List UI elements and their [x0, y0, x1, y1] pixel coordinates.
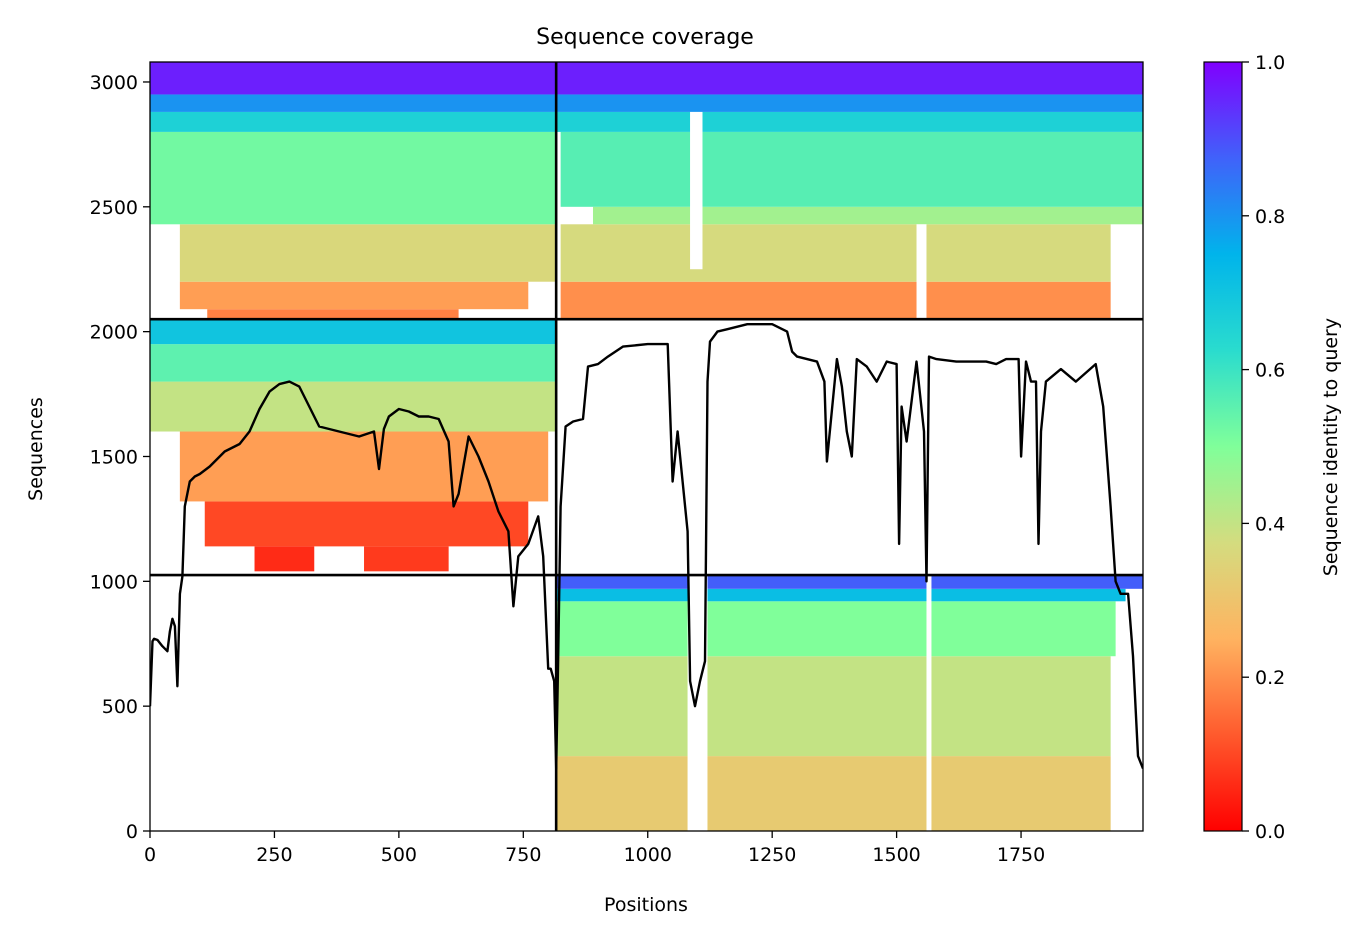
coverage-band	[254, 546, 315, 572]
coverage-band	[207, 309, 459, 320]
coverage-band	[150, 94, 557, 112]
coverage-band	[592, 206, 1143, 225]
coverage-line	[150, 323, 1143, 770]
coverage-band	[150, 344, 557, 382]
colorbar-tick-label: 0.2	[1255, 667, 1285, 689]
coverage-band	[179, 431, 549, 502]
colorbar-tick-label: 0.8	[1255, 206, 1285, 228]
plot-frame	[149, 61, 1144, 832]
x-tick-label: 1000	[624, 844, 672, 866]
y-tick-label: 1500	[90, 446, 138, 468]
block-right-lower	[556, 575, 1143, 831]
y-axis-label: Sequences	[25, 397, 47, 501]
y-tick-label: 1000	[90, 571, 138, 593]
y-tick-label: 2500	[90, 197, 138, 219]
coverage-band	[150, 111, 557, 132]
segment-dividers	[150, 62, 1143, 831]
chart-title: Sequence coverage	[536, 25, 754, 50]
coverage-gap	[690, 111, 703, 270]
coverage-gap	[687, 575, 708, 831]
x-axis-label: Positions	[604, 894, 688, 916]
y-tick-label: 0	[126, 821, 138, 843]
coverage-band	[179, 224, 557, 282]
x-tick-label: 750	[505, 844, 541, 866]
block-left-middle	[150, 319, 557, 572]
coverage-band	[204, 501, 529, 547]
x-tick-label: 250	[256, 844, 292, 866]
colorbar-tick-label: 0.4	[1255, 513, 1285, 535]
coverage-band	[560, 131, 1143, 207]
colorbar-tick-label: 0.6	[1255, 360, 1285, 382]
coverage-band	[556, 601, 1116, 657]
x-tick-label: 1500	[872, 844, 920, 866]
y-tick-label: 2000	[90, 322, 138, 344]
colorbar-ticks: 0.0 0.2 0.4 0.6 0.8 1.0	[1242, 52, 1285, 843]
coverage-band	[150, 62, 557, 95]
coverage-band	[556, 575, 1143, 589]
x-tick-label: 0	[144, 844, 156, 866]
coverage-line-group	[150, 323, 1143, 770]
y-tick-label: 500	[102, 696, 138, 718]
y-axis-ticks: 0 500 1000 1500 2000 2500 3000	[90, 72, 150, 843]
x-tick-label: 1750	[997, 844, 1045, 866]
y-tick-label: 3000	[90, 72, 138, 94]
colorbar-tick-label: 1.0	[1255, 52, 1285, 74]
coverage-gap	[916, 224, 927, 320]
x-tick-label: 500	[381, 844, 417, 866]
coverage-band	[556, 656, 1111, 757]
x-tick-label: 1250	[748, 844, 796, 866]
colorbar-label: Sequence identity to query	[1320, 318, 1342, 576]
coverage-heatmap	[150, 62, 1143, 831]
coverage-band	[556, 756, 1111, 831]
block-left-upper	[150, 62, 557, 320]
coverage-gaps	[687, 111, 932, 831]
coverage-gap	[926, 575, 932, 831]
coverage-band	[560, 281, 1111, 320]
coverage-band	[150, 131, 557, 225]
coverage-band	[150, 319, 557, 345]
coverage-band	[556, 111, 1143, 132]
coverage-band	[179, 281, 529, 310]
block-right-upper	[556, 62, 1143, 320]
coverage-band	[556, 62, 1143, 95]
coverage-band	[556, 588, 1126, 602]
coverage-band	[556, 94, 1143, 112]
colorbar-tick-label: 0.0	[1255, 821, 1285, 843]
coverage-band	[560, 224, 1111, 282]
coverage-band	[364, 546, 449, 572]
colorbar	[1203, 61, 1243, 832]
coverage-band	[150, 381, 557, 432]
x-axis-ticks: 0 250 500 750 1000 1250 1500 1750	[144, 831, 1045, 866]
